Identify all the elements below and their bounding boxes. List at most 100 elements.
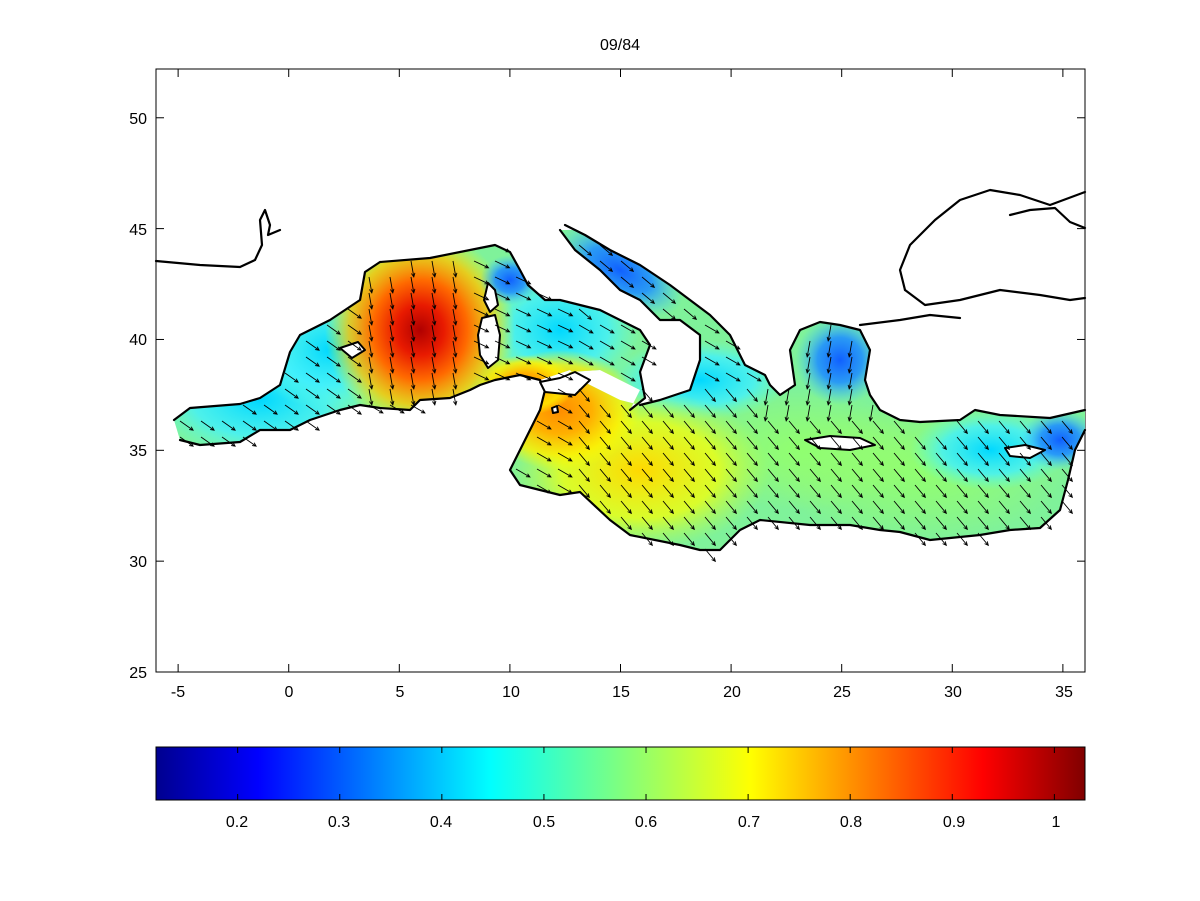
vector-arrow xyxy=(788,516,800,531)
island-cyprus xyxy=(1004,444,1046,459)
vector-arrow xyxy=(620,484,632,499)
vector-arrow xyxy=(473,356,490,365)
vector-arrow xyxy=(620,516,632,531)
vector-arrow xyxy=(599,260,614,272)
vector-arrows xyxy=(179,244,1073,563)
vector-arrow xyxy=(410,324,416,342)
vector-arrow xyxy=(536,340,553,349)
vector-arrow xyxy=(767,484,779,499)
vector-arrow xyxy=(662,420,674,435)
vector-arrow xyxy=(452,372,458,390)
vector-arrow xyxy=(704,340,720,350)
vector-arrow xyxy=(872,484,884,499)
vector-arrow xyxy=(746,388,758,403)
vector-arrow xyxy=(389,388,395,406)
vector-arrow xyxy=(998,484,1010,499)
vector-arrow xyxy=(620,276,635,288)
vector-arrow xyxy=(809,436,821,451)
vector-arrow xyxy=(410,356,416,374)
vector-arrow xyxy=(746,500,758,515)
vector-arrow xyxy=(641,532,653,547)
vector-arrow xyxy=(704,324,720,334)
island-sicily xyxy=(539,371,591,396)
vector-arrow xyxy=(578,468,590,483)
vector-arrow xyxy=(641,420,653,435)
vector-arrow xyxy=(956,532,968,547)
vector-arrow xyxy=(704,484,716,499)
x-tick-label: 15 xyxy=(612,684,630,701)
vector-arrow xyxy=(704,468,716,483)
vector-arrow xyxy=(683,484,695,499)
vector-arrow xyxy=(347,404,362,415)
vector-arrow xyxy=(914,436,926,451)
vector-arrow xyxy=(704,372,720,382)
vector-arrow xyxy=(1061,436,1073,451)
island-malta xyxy=(551,405,559,414)
vector-arrow xyxy=(662,468,674,483)
vector-arrow xyxy=(620,452,632,467)
vector-arrow xyxy=(431,340,437,358)
vector-arrow xyxy=(746,436,758,451)
vector-arrow xyxy=(368,356,374,374)
vector-arrow xyxy=(788,420,800,435)
vector-arrow xyxy=(746,452,758,467)
vector-arrow xyxy=(1019,420,1031,435)
vector-arrow xyxy=(368,372,374,390)
vector-arrow xyxy=(410,340,416,358)
vector-arrow xyxy=(788,452,800,467)
vector-arrow xyxy=(784,388,790,406)
vector-arrow xyxy=(221,420,236,431)
vector-arrow xyxy=(179,420,194,431)
vector-arrow xyxy=(847,340,853,358)
vector-arrow xyxy=(536,452,552,462)
x-tick-label: 10 xyxy=(502,684,520,701)
vector-arrow xyxy=(683,452,695,467)
vector-arrow xyxy=(1040,420,1052,435)
vector-arrow xyxy=(305,420,320,431)
vector-arrow xyxy=(872,500,884,515)
x-tick-label: 20 xyxy=(723,684,741,701)
vector-arrow xyxy=(410,292,416,310)
vector-arrow xyxy=(763,404,769,422)
vector-arrow xyxy=(452,260,458,278)
vector-arrow xyxy=(935,484,947,499)
x-tick-label: 30 xyxy=(944,684,962,701)
vector-arrow xyxy=(515,468,531,478)
vector-arrow xyxy=(977,484,989,499)
vector-arrow xyxy=(641,388,653,403)
vector-arrow xyxy=(200,436,215,447)
vector-arrow xyxy=(473,324,490,333)
vector-arrow xyxy=(347,308,362,319)
vector-arrow xyxy=(683,436,695,451)
vector-arrow xyxy=(557,340,574,349)
vector-arrow xyxy=(788,468,800,483)
vector-arrow xyxy=(704,404,716,419)
x-tick-group: -5 0 5 10 15 20 25 30 35 xyxy=(171,684,1073,701)
vector-arrow xyxy=(494,292,511,301)
vector-arrow xyxy=(431,324,437,342)
vector-arrow xyxy=(410,276,416,294)
vector-arrow xyxy=(826,372,832,390)
vector-arrow xyxy=(809,420,821,435)
vector-arrow xyxy=(284,388,299,399)
vector-arrow xyxy=(599,340,615,350)
vector-arrow xyxy=(578,436,590,451)
y-tick-label: 40 xyxy=(129,332,147,349)
vector-arrow xyxy=(536,324,553,333)
vector-arrow xyxy=(977,468,989,483)
vector-arrow xyxy=(641,340,657,350)
vector-arrow xyxy=(473,340,490,349)
vector-arrow xyxy=(704,420,716,435)
colorbar-tick-label: 0.4 xyxy=(430,814,452,831)
vector-arrow xyxy=(368,276,374,294)
vector-arrow xyxy=(683,532,695,547)
vector-arrow xyxy=(452,292,458,310)
vector-arrow xyxy=(1019,468,1031,483)
vector-arrow xyxy=(746,372,762,382)
chart-title: 09/84 xyxy=(600,37,640,54)
vector-arrow xyxy=(284,420,299,431)
vector-arrow xyxy=(641,276,656,288)
vector-arrow xyxy=(851,516,863,531)
vector-arrow xyxy=(1019,436,1031,451)
vector-arrow xyxy=(763,388,769,406)
